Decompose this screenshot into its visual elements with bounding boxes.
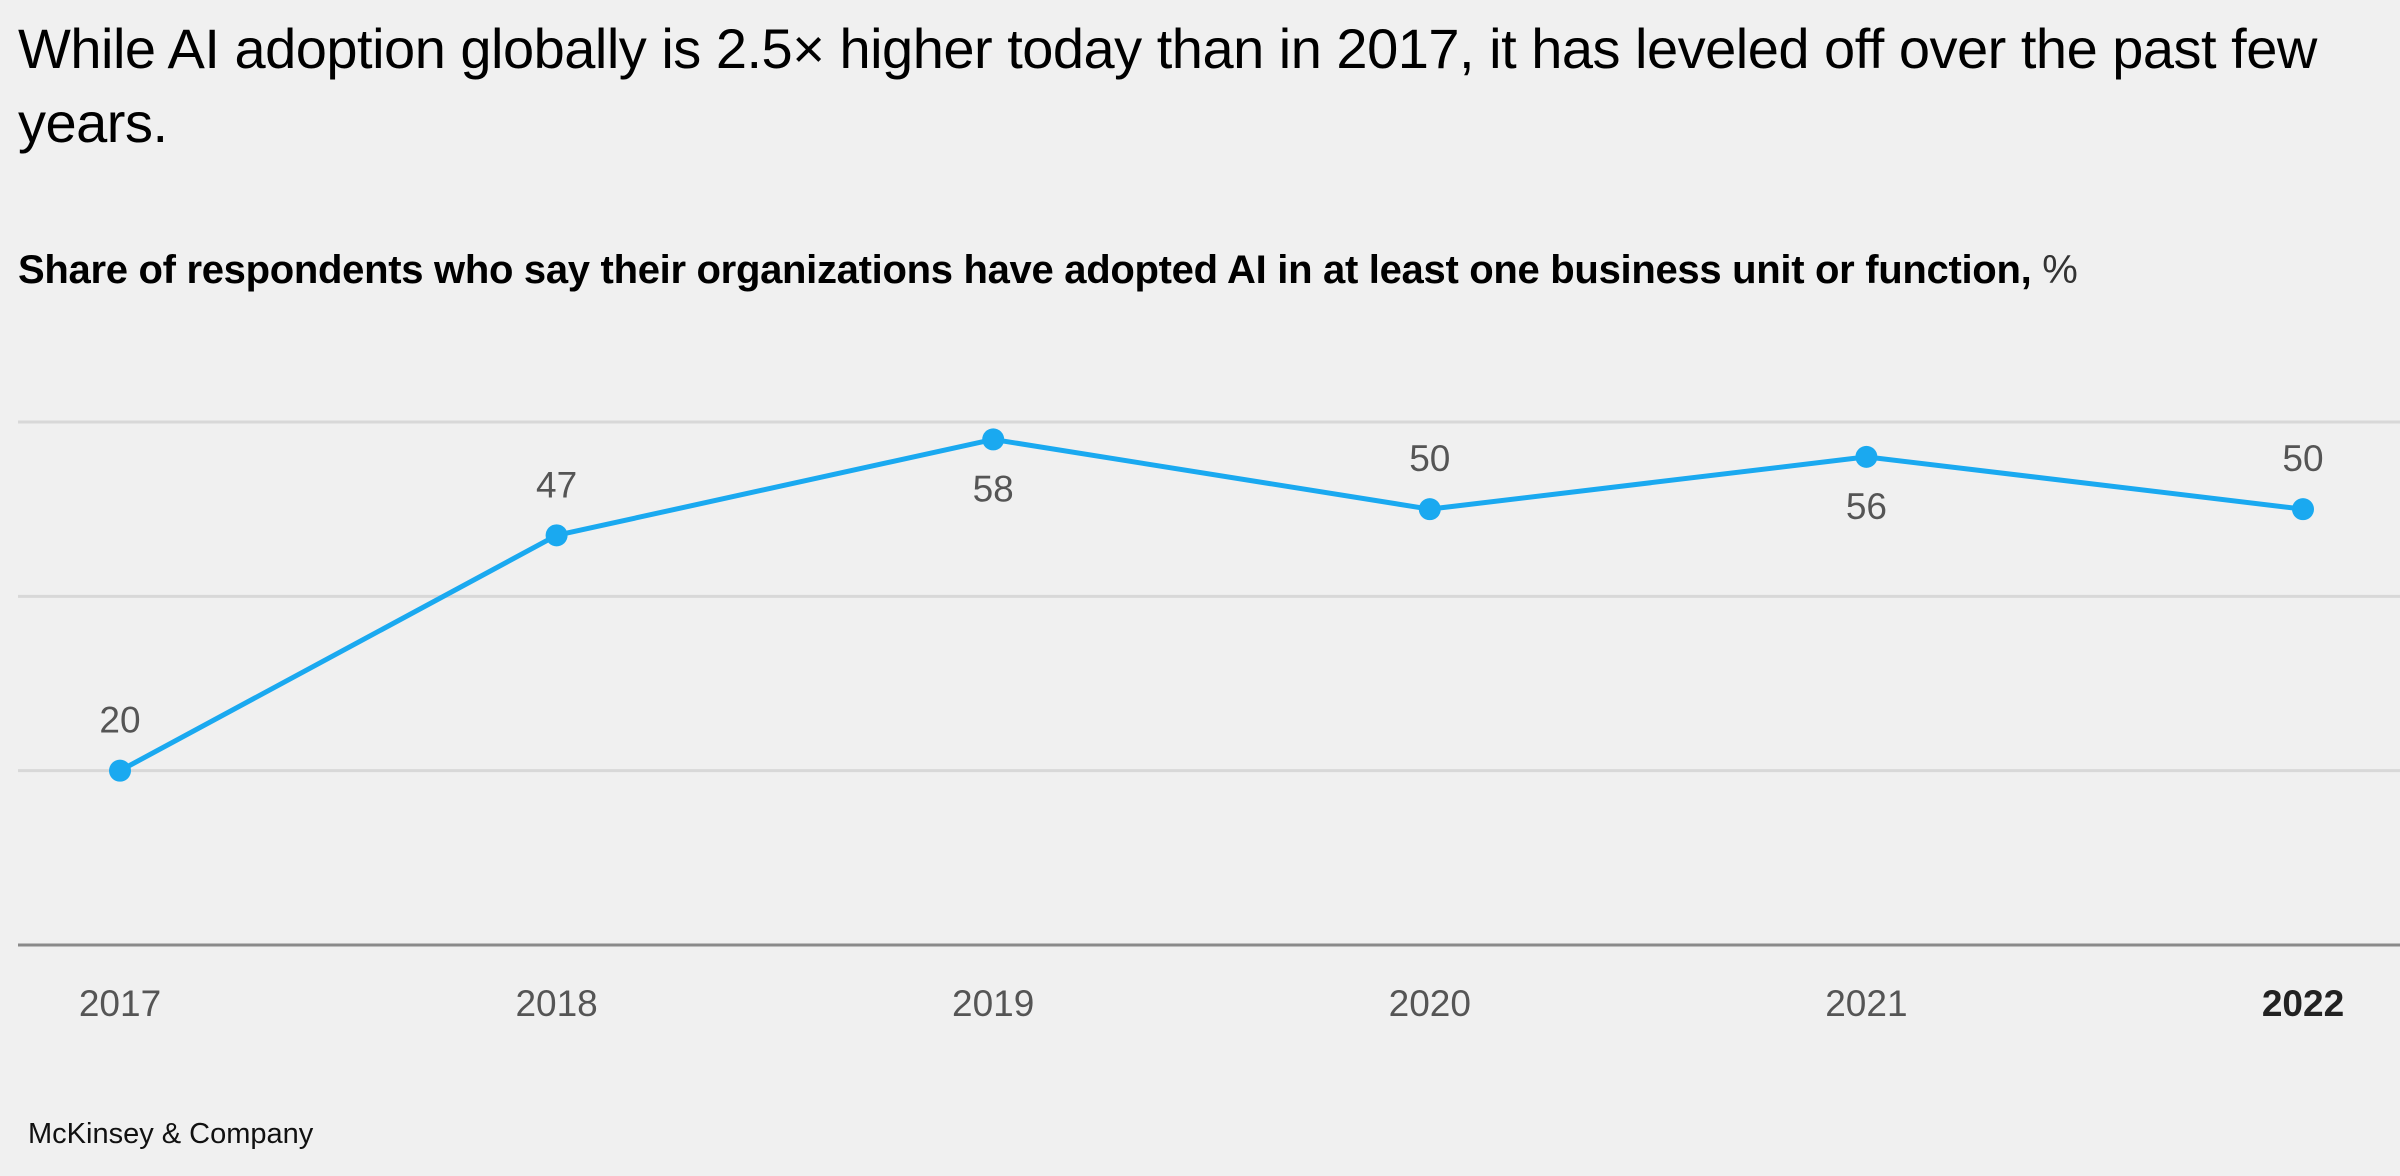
x-tick-label: 2020	[1389, 983, 1471, 1024]
x-tick-label: 2017	[79, 983, 161, 1024]
data-label: 50	[2282, 438, 2323, 479]
x-tick-label: 2018	[515, 983, 597, 1024]
data-point	[2292, 498, 2314, 521]
data-point	[1855, 445, 1878, 468]
data-label: 56	[1846, 486, 1887, 527]
chart-subtitle: Share of respondents who say their organ…	[18, 244, 2318, 296]
data-label: 58	[973, 468, 1014, 509]
data-label: 50	[1409, 438, 1450, 479]
data-point	[545, 524, 568, 547]
chart-title: While AI adoption globally is 2.5× highe…	[18, 17, 2317, 154]
data-label: 47	[536, 464, 577, 505]
subtitle-unit: %	[2042, 248, 2078, 292]
data-point	[1418, 498, 1441, 521]
x-tick-label: 2019	[952, 983, 1034, 1024]
subtitle-text: Share of respondents who say their organ…	[18, 248, 2032, 292]
series-line	[118, 436, 2304, 773]
data-point	[109, 759, 131, 782]
x-tick-label: 2022	[2262, 983, 2344, 1024]
data-label: 20	[99, 700, 140, 741]
source-logo: McKinsey & Company	[28, 1118, 314, 1150]
x-tick-label: 2021	[1825, 983, 1907, 1024]
data-point	[982, 428, 1005, 451]
